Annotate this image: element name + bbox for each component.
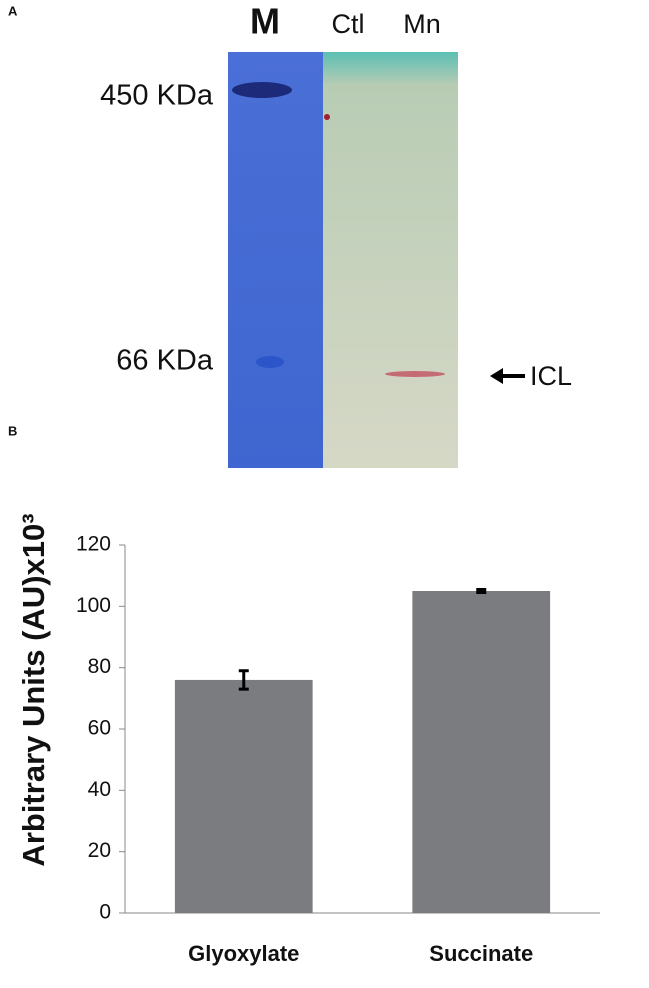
marker-band [256,356,284,368]
y-tick-label: 20 [88,839,111,862]
sample-lanes [323,52,458,468]
lane-label: Mn [403,9,441,39]
y-axis-title: Arbitrary Units (AU)x10³ [16,513,51,866]
panel-label: B [8,423,17,438]
error-bar [476,587,487,595]
x-tick-label: Succinate [429,941,533,966]
spot [324,114,330,120]
error-bar [238,669,249,691]
marker-label: 66 KDa [116,345,214,377]
bar [174,679,313,913]
y-tick-label: 120 [76,533,111,556]
icl-band [385,371,445,377]
arrow-head [490,368,503,384]
marker-label: 450 KDa [100,80,214,112]
lane-label: M [250,1,280,42]
bar [412,591,551,913]
y-tick-label: 80 [88,655,111,678]
y-tick-label: 60 [88,717,111,740]
panel-label: A [8,3,18,18]
marker-lane [228,52,323,468]
y-tick-label: 40 [88,778,111,801]
y-tick-label: 0 [99,901,111,924]
y-tick-label: 100 [76,594,111,617]
band-label: ICL [530,361,572,391]
lane-label: Ctl [332,9,365,39]
x-tick-label: Glyoxylate [188,941,299,966]
marker-band [232,82,292,98]
